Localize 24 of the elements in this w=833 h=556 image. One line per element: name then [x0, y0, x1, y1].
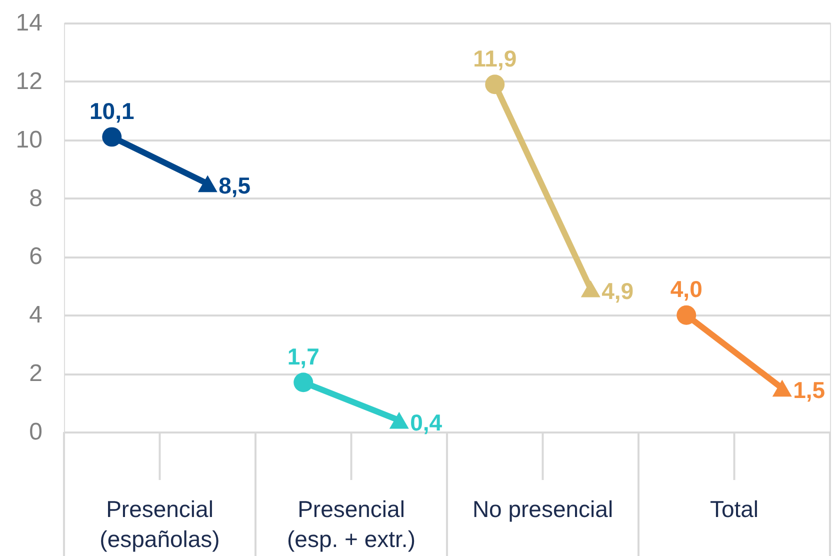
y-tick-label: 8 [29, 184, 42, 212]
point [676, 305, 696, 325]
text: Total [710, 496, 759, 522]
y-tick-label: 4 [29, 302, 42, 329]
point [294, 372, 314, 392]
y-tick-label: 14 [16, 10, 42, 36]
data-label: 4,0 [670, 276, 702, 302]
y-tick-label: 0 [29, 418, 42, 446]
data-label: 0,4 [410, 409, 442, 436]
text: No presencial [472, 496, 614, 522]
y-tick-label: 2 [29, 360, 42, 388]
y-tick-label: 10 [16, 126, 42, 154]
point [102, 127, 122, 147]
y-tick-label: 12 [16, 68, 42, 95]
text: Presencial (esp. + extr.) [287, 496, 416, 552]
data-label: 8,5 [218, 172, 251, 199]
data-label: 4,9 [602, 278, 634, 304]
data-label: 11,9 [473, 45, 517, 72]
text: Presencial (españolas) [100, 496, 220, 552]
point [485, 74, 505, 94]
data-label: 10,1 [89, 98, 134, 124]
y-tick-label: 6 [29, 243, 42, 270]
data-label: 1,7 [287, 343, 320, 370]
data-label: 1,5 [793, 377, 826, 404]
